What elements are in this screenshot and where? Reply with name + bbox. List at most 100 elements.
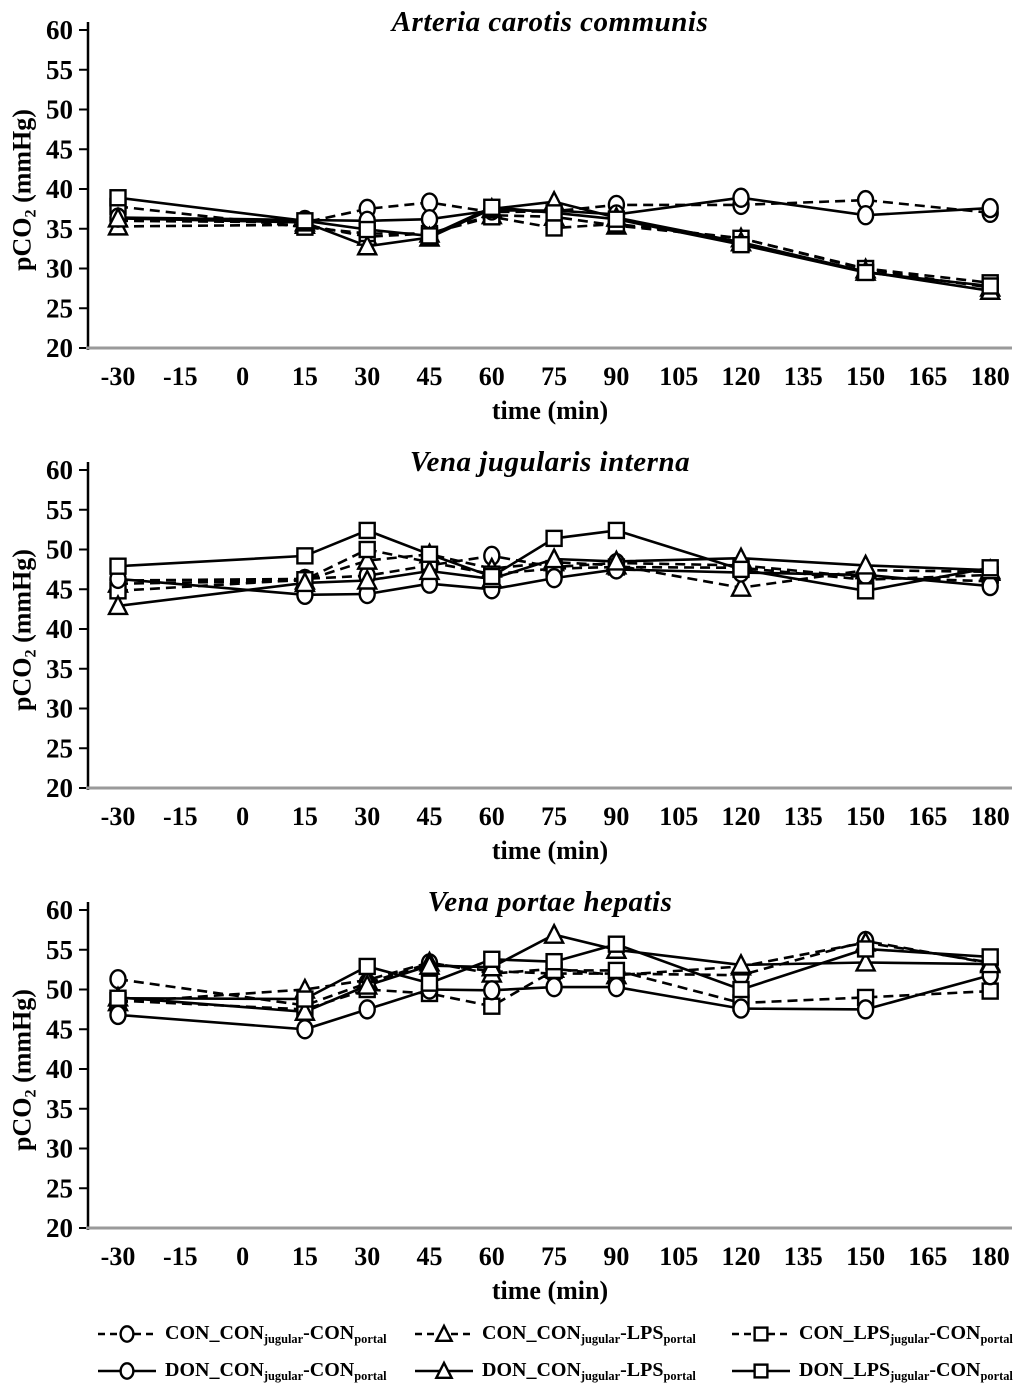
series-line-CON_LPS_jugular-CON_portal xyxy=(117,205,991,285)
series-lines xyxy=(117,196,991,293)
legend-sample-triangle-solid-icon xyxy=(415,1360,473,1379)
y-axis-label: pCO2 (mmHg) xyxy=(7,989,40,1151)
series-line-DON_CON_jugular-CON_portal xyxy=(117,973,991,1031)
x-tick-label: 120 xyxy=(722,1242,761,1271)
legend: CON_CONjugular-CONportal CON_CONjugular-L… xyxy=(0,1310,1024,1387)
y-axis-label-unit: (mmHg) xyxy=(7,989,37,1090)
y-tick-label: 45 xyxy=(46,134,73,164)
y-tick-label: 25 xyxy=(46,733,73,763)
x-tick-label: 135 xyxy=(784,1242,823,1271)
x-tick-label: 60 xyxy=(479,802,505,831)
x-tick-label: 120 xyxy=(722,362,761,391)
y-tick-label: 50 xyxy=(46,95,73,125)
x-tick-label: 165 xyxy=(908,1242,947,1271)
x-axis-label: time (min) xyxy=(492,836,608,865)
y-tick-label: 25 xyxy=(46,293,73,323)
y-tick-label: 30 xyxy=(46,1134,73,1164)
y-axis-label-main: pCO xyxy=(7,657,37,711)
series-markers xyxy=(107,521,1002,616)
x-tick-label: -30 xyxy=(101,802,136,831)
y-tick-label: 55 xyxy=(46,495,73,525)
panel-vena-portae-hepatis: Vena portae hepatis pCO2 (mmHg) 20 25 30 35… xyxy=(0,880,1024,1310)
x-tick-label: -15 xyxy=(163,802,198,831)
series-line-DON_LPS_jugular-CON_portal xyxy=(117,196,991,288)
x-tick-label: 180 xyxy=(971,1242,1010,1271)
legend-item-CON_CON-LPS: CON_CONjugular-LPSportal xyxy=(413,1318,730,1350)
y-axis-label: pCO2 (mmHg) xyxy=(7,109,40,271)
x-tick-label: 90 xyxy=(603,1242,629,1271)
x-tick-label: 45 xyxy=(417,1242,443,1271)
x-tick-label: 90 xyxy=(603,802,629,831)
legend-item-CON_CON-CON: CON_CONjugular-CONportal xyxy=(96,1318,413,1350)
legend-sample-circle-dashed-icon xyxy=(98,1325,156,1343)
series-line-CON_CON_jugular-LPS_portal xyxy=(117,941,991,1004)
y-tick-label: 35 xyxy=(46,1094,73,1124)
y-tick-label: 20 xyxy=(46,333,73,363)
x-tick-label: -30 xyxy=(101,1242,136,1271)
x-tick-label: 0 xyxy=(236,802,249,831)
x-tick-label: 30 xyxy=(354,1242,380,1271)
x-tick-label: -15 xyxy=(163,362,198,391)
x-tick-label: 0 xyxy=(236,1242,249,1271)
x-tick-label: 15 xyxy=(292,802,318,831)
x-tick-label: 45 xyxy=(417,362,443,391)
x-tick-label: 150 xyxy=(846,362,885,391)
y-axis-label-subscript: 2 xyxy=(22,649,40,658)
y-axis-label-unit: (mmHg) xyxy=(7,549,37,650)
legend-item-label: CON_LPSjugular-CONportal xyxy=(799,1321,1013,1346)
series-lines xyxy=(117,529,991,608)
y-axis-label-subscript: 2 xyxy=(22,1089,40,1098)
chart-title-portae: Vena portae hepatis xyxy=(427,886,673,918)
y-tick-label: 60 xyxy=(46,455,73,485)
x-tick-label: 135 xyxy=(784,362,823,391)
x-tick-label: 105 xyxy=(659,1242,698,1271)
x-tick-label: 30 xyxy=(354,802,380,831)
x-tick-label: 180 xyxy=(971,802,1010,831)
y-tick-label: 45 xyxy=(46,574,73,604)
x-tick-label: -15 xyxy=(163,1242,198,1271)
chart-title-jugularis: Vena jugularis interna xyxy=(409,446,691,478)
legend-item-label: DON_LPSjugular-CONportal xyxy=(799,1358,1013,1383)
x-tick-label: 75 xyxy=(541,362,567,391)
legend-sample-triangle-dashed-icon xyxy=(415,1323,473,1342)
y-tick-label: 35 xyxy=(46,654,73,684)
chart-vena-portae-hepatis: 20 25 30 35 40 45 50 55 60 -30 -15 0 15 30 45 60 75 90 105… xyxy=(46,895,1012,1305)
x-tick-label: -30 xyxy=(101,362,136,391)
y-tick-label: 55 xyxy=(46,55,73,85)
y-tick-label: 20 xyxy=(46,1213,73,1243)
y-tick-label: 30 xyxy=(46,254,73,284)
series-line-CON_CON_jugular-CON_portal xyxy=(117,939,991,1007)
legend-sample-circle-solid-icon xyxy=(98,1362,156,1380)
y-tick-label: 30 xyxy=(46,694,73,724)
y-tick-label: 45 xyxy=(46,1014,73,1044)
legend-item-label: DON_CONjugular-CONportal xyxy=(165,1358,387,1383)
legend-item-DON_CON-LPS: DON_CONjugular-LPSportal xyxy=(413,1355,730,1387)
y-axis-label-unit: (mmHg) xyxy=(7,109,37,210)
x-tick-label: 150 xyxy=(846,802,885,831)
x-tick-label: 0 xyxy=(236,362,249,391)
panel-vena-jugularis-interna: Vena jugularis interna pCO2 (mmHg) 20 25 3… xyxy=(0,440,1024,880)
series-line-CON_CON_jugular-CON_portal xyxy=(117,554,991,583)
legend-item-label: DON_CONjugular-LPSportal xyxy=(482,1358,696,1383)
y-tick-label: 50 xyxy=(46,535,73,565)
x-tick-label: 30 xyxy=(354,362,380,391)
x-tick-label: 105 xyxy=(659,362,698,391)
x-tick-label: 75 xyxy=(541,1242,567,1271)
series-lines xyxy=(117,933,991,1031)
chart-title-arteria: Arteria carotis communis xyxy=(391,6,709,38)
legend-sample-square-dashed-icon xyxy=(732,1326,790,1342)
series-line-DON_CON_jugular-LPS_portal xyxy=(117,200,991,293)
x-tick-label: 165 xyxy=(908,802,947,831)
markers-DON_LPS_jugular-CON_portal xyxy=(109,935,999,1008)
x-axis-label: time (min) xyxy=(492,396,608,425)
y-tick-label: 40 xyxy=(46,1054,73,1084)
y-axis-label-subscript: 2 xyxy=(22,209,40,218)
y-tick-label: 20 xyxy=(46,773,73,803)
legend-item-CON_LPS-CON: CON_LPSjugular-CONportal xyxy=(730,1318,1024,1350)
y-tick-label: 35 xyxy=(46,214,73,244)
x-tick-label: 150 xyxy=(846,1242,885,1271)
x-tick-label: 90 xyxy=(603,362,629,391)
x-axis-label: time (min) xyxy=(492,1276,608,1305)
